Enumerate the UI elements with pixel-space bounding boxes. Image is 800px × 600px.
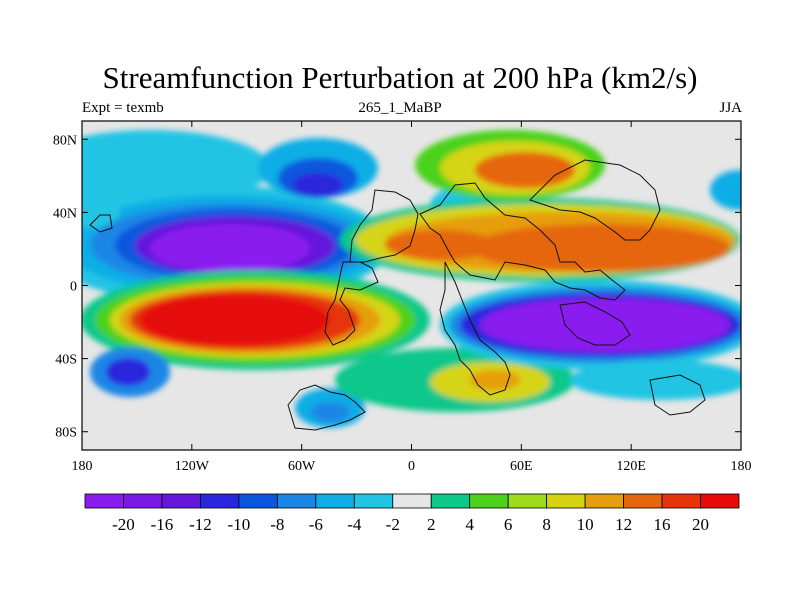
x-tick-label: 180 <box>72 459 93 474</box>
colorbar-label: -2 <box>386 515 400 534</box>
x-tick-label: 120E <box>616 459 646 474</box>
colorbar-label: -6 <box>309 515 323 534</box>
colorbar-label: 2 <box>427 515 436 534</box>
colorbar-label: -16 <box>151 515 174 534</box>
colorbar-label: -4 <box>347 515 362 534</box>
colorbar-swatch <box>200 493 240 509</box>
colorbar-swatch <box>623 493 663 509</box>
colorbar-swatch <box>430 493 471 509</box>
colorbar-label: -12 <box>189 515 212 534</box>
season-label: JJA <box>719 100 742 116</box>
y-tick-label: 40N <box>53 206 77 221</box>
experiment-label: Expt = texmb <box>82 100 164 116</box>
colorbar-swatch <box>84 493 124 509</box>
colorbar-swatch <box>238 493 278 509</box>
colorbar-label: 20 <box>692 515 709 534</box>
colorbar-swatch <box>392 493 432 509</box>
colorbar-label: 6 <box>504 515 513 534</box>
colorbar-swatch <box>546 493 586 509</box>
x-tick-label: 60W <box>288 459 316 474</box>
colorbar-label: -20 <box>112 515 135 534</box>
colorbar-label: 16 <box>654 515 671 534</box>
colorbar-swatch <box>353 493 394 509</box>
colorbar-swatch <box>507 493 548 509</box>
colorbar-swatch <box>700 493 740 509</box>
y-tick-label: 80S <box>55 426 77 441</box>
colorbar-swatch <box>123 493 163 509</box>
colorbar-swatch <box>315 493 355 509</box>
colorbar-swatch <box>584 493 624 509</box>
colorbar-swatch <box>469 493 509 509</box>
colorbar-swatch <box>661 493 701 509</box>
x-tick-label: 60E <box>510 459 533 474</box>
case-label: 265_1_MaBP <box>358 100 442 116</box>
x-axis: 180 120W 60W 0 60E 120E 180 <box>72 121 752 474</box>
x-tick-label: 0 <box>408 459 415 474</box>
x-tick-label: 180 <box>731 459 752 474</box>
colorbar-label: 4 <box>465 515 474 534</box>
colorbar-label: -8 <box>270 515 284 534</box>
y-tick-label: 0 <box>70 280 77 295</box>
colorbar-label: 10 <box>577 515 594 534</box>
colorbar-swatch <box>276 493 317 509</box>
colorbar-swatch <box>161 493 201 509</box>
colorbar-label: -10 <box>228 515 251 534</box>
plot-title: Streamfunction Perturbation at 200 hPa (… <box>102 60 698 95</box>
contour-field <box>82 121 741 450</box>
coastlines <box>89 159 706 431</box>
y-tick-label: 40S <box>55 353 77 368</box>
x-tick-label: 120W <box>175 459 210 474</box>
y-axis: 80N 40N 0 40S 80S <box>53 133 741 441</box>
colorbar-label: 8 <box>542 515 551 534</box>
y-tick-label: 80N <box>53 133 77 148</box>
colorbar: -20 -16 -12 -10 -8 -6 -4 -2 2 4 6 8 10 12 16 20 <box>84 493 740 534</box>
colorbar-label: 12 <box>615 515 632 534</box>
